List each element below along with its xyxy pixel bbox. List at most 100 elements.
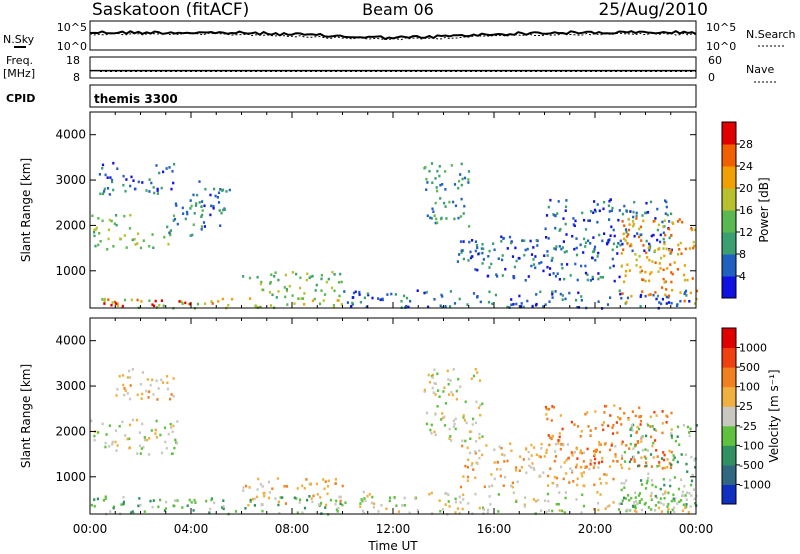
data-cell — [597, 277, 600, 281]
data-cell — [437, 389, 440, 392]
data-cell — [368, 493, 371, 496]
data-cell — [632, 447, 635, 450]
data-cell — [580, 264, 583, 268]
data-cell — [284, 295, 287, 299]
data-cell — [191, 233, 194, 237]
data-cell — [693, 228, 696, 232]
data-cell — [691, 277, 694, 280]
data-cell — [617, 242, 620, 245]
data-cell — [643, 249, 646, 253]
colorbar-segment — [722, 484, 736, 505]
data-cell — [433, 298, 436, 301]
data-cell — [651, 483, 654, 487]
data-cell — [680, 499, 683, 502]
data-cell — [658, 301, 661, 304]
data-cell — [438, 174, 441, 178]
data-cell — [416, 289, 419, 292]
data-cell — [530, 253, 534, 256]
data-cell — [638, 492, 642, 495]
data-cell — [155, 164, 158, 167]
data-cell — [640, 440, 643, 443]
data-cell — [680, 478, 683, 481]
nave-right-tick-high: 60 — [708, 54, 722, 67]
data-cell — [572, 480, 575, 483]
data-cell — [667, 508, 670, 511]
data-cell — [453, 183, 457, 186]
data-cell — [211, 302, 214, 305]
data-cell — [497, 493, 500, 496]
data-cell — [653, 249, 656, 252]
data-cell — [273, 275, 276, 278]
data-cell — [692, 240, 695, 244]
data-cell — [365, 305, 368, 309]
data-cell — [542, 269, 545, 273]
data-cell — [474, 476, 477, 480]
data-cell — [102, 499, 105, 502]
data-cell — [159, 433, 162, 437]
data-cell — [562, 217, 565, 220]
data-cell — [632, 501, 636, 504]
data-cell — [98, 173, 101, 176]
data-cell — [363, 497, 366, 500]
data-cell — [568, 481, 571, 484]
data-cell — [151, 505, 154, 509]
data-cell — [159, 498, 162, 502]
data-cell — [205, 499, 208, 503]
y-tick-label: 2000 — [55, 424, 86, 438]
data-cell — [618, 275, 621, 279]
data-cell — [589, 279, 592, 282]
data-cell — [618, 289, 621, 293]
data-cell — [522, 458, 525, 461]
data-cell — [657, 270, 660, 273]
data-cell — [539, 290, 542, 294]
data-cell — [640, 436, 643, 439]
data-cell — [512, 491, 515, 494]
data-cell — [267, 480, 271, 484]
data-cell — [438, 395, 441, 398]
data-cell — [450, 439, 453, 442]
data-cell — [160, 186, 163, 190]
data-cell — [608, 199, 611, 203]
data-cell — [474, 451, 477, 455]
data-cell — [563, 511, 566, 514]
data-cell — [608, 218, 611, 221]
colorbar-tick-label: 25 — [739, 400, 753, 413]
data-cell — [467, 458, 470, 462]
data-cell — [320, 274, 323, 277]
data-cell — [472, 292, 476, 295]
data-cell — [588, 467, 591, 471]
data-cell — [128, 369, 131, 373]
data-cell — [555, 245, 558, 248]
data-cell — [506, 459, 509, 463]
data-cell — [260, 280, 263, 284]
data-cell — [111, 443, 114, 446]
data-cell — [312, 494, 315, 498]
data-cell — [172, 219, 175, 222]
data-cell — [119, 237, 122, 241]
data-cell — [557, 503, 560, 506]
data-cell — [319, 503, 322, 506]
data-cell — [594, 210, 597, 213]
data-cell — [486, 511, 489, 515]
data-cell — [644, 487, 648, 490]
data-cell — [535, 499, 538, 503]
data-cell — [649, 293, 652, 296]
data-cell — [676, 460, 679, 464]
data-cell — [416, 509, 419, 512]
colorbar-tick-label: 4 — [739, 270, 746, 283]
data-cell — [661, 410, 664, 413]
data-cell — [670, 450, 673, 454]
data-cell — [105, 433, 108, 436]
data-cell — [492, 242, 495, 245]
data-cell — [663, 281, 666, 284]
data-cell — [603, 232, 606, 235]
data-cell — [203, 204, 206, 208]
data-cell — [193, 212, 196, 215]
colorbar-segment — [722, 406, 736, 427]
data-cell — [584, 228, 588, 231]
data-cell — [648, 242, 651, 246]
data-cell — [603, 473, 606, 476]
data-cell — [93, 234, 96, 238]
data-cell — [601, 276, 605, 279]
